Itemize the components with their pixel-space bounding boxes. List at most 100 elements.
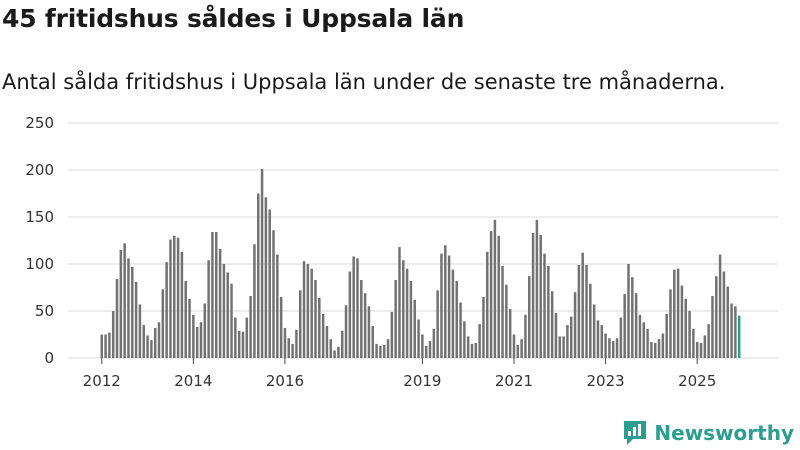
bar [566,325,569,358]
annotations: 45 [733,0,752,4]
bar [108,332,111,358]
bar [180,251,184,358]
bar [291,343,294,358]
bar [344,305,348,358]
bar [424,345,428,358]
bar [413,299,416,358]
bar [386,339,390,358]
bar [264,197,268,358]
bar [718,254,722,358]
bar [516,344,520,358]
bar [379,345,382,358]
bar [402,260,405,358]
bar [348,271,352,358]
bar [463,321,466,358]
bar [409,280,413,358]
bar [272,230,275,358]
bar [615,338,619,358]
bar [611,341,615,358]
bar [440,253,443,358]
bar [375,343,378,358]
bar [123,243,126,358]
bar [394,279,397,358]
bar [447,255,451,358]
x-tick-label: 2021 [495,372,533,390]
y-tick-label: 200 [25,161,54,179]
bar [684,298,687,358]
bar [631,277,634,358]
bar [436,290,439,358]
bar [554,312,558,358]
bar [692,328,695,358]
bar [195,326,199,358]
bar [459,302,462,358]
data-label: 45 [733,0,752,4]
bar [360,279,363,358]
bar [169,239,172,358]
bar [493,219,497,358]
bar [680,285,684,358]
bar [241,331,245,358]
bar [333,350,336,358]
bar [528,276,531,358]
bar [188,298,191,358]
bar [581,252,584,358]
bar [127,258,130,358]
bar [638,314,642,358]
y-tick-label: 250 [25,114,54,132]
bar [703,335,707,358]
bar [211,232,214,358]
bar [314,279,317,358]
bar [539,234,542,358]
bar [382,344,386,358]
y-tick-label: 0 [44,349,54,367]
bar [726,286,729,358]
bar [138,304,142,358]
page-title: 45 fritidshus såldes i Uppsala län [2,4,465,33]
bar [653,342,657,358]
bar [707,324,710,358]
bar [734,306,737,358]
bar [295,329,298,358]
bar [432,328,436,358]
bar [150,340,153,358]
bar [207,260,210,358]
bar [276,254,279,358]
bar [486,251,489,358]
bar [142,325,145,358]
bar [222,264,226,358]
bar [592,304,596,358]
bar [627,264,630,358]
y-tick-label: 50 [35,302,54,320]
bar [650,342,653,358]
y-tick-label: 100 [25,255,54,273]
bar [589,283,592,358]
bar [153,327,157,358]
bar [543,253,546,358]
bar [665,313,668,358]
bar [390,311,394,358]
bar [657,339,661,358]
bar [550,291,554,358]
bar [218,248,222,358]
bar [505,284,508,358]
bar [245,317,249,358]
bar [100,334,103,358]
bar [497,235,500,358]
bar [688,311,691,358]
y-axis-ticks: 0 50 100 150 200 250 [25,114,54,367]
bar [157,322,161,358]
bar [134,281,138,358]
bar [600,325,604,358]
bar [482,296,485,358]
bar [520,339,523,358]
bar [722,271,726,358]
bar [321,313,325,358]
bar [283,327,287,358]
bar [451,269,455,358]
bar [623,294,626,358]
bar [318,297,321,358]
bar [676,268,680,358]
bar [161,289,165,358]
bar [669,289,672,358]
